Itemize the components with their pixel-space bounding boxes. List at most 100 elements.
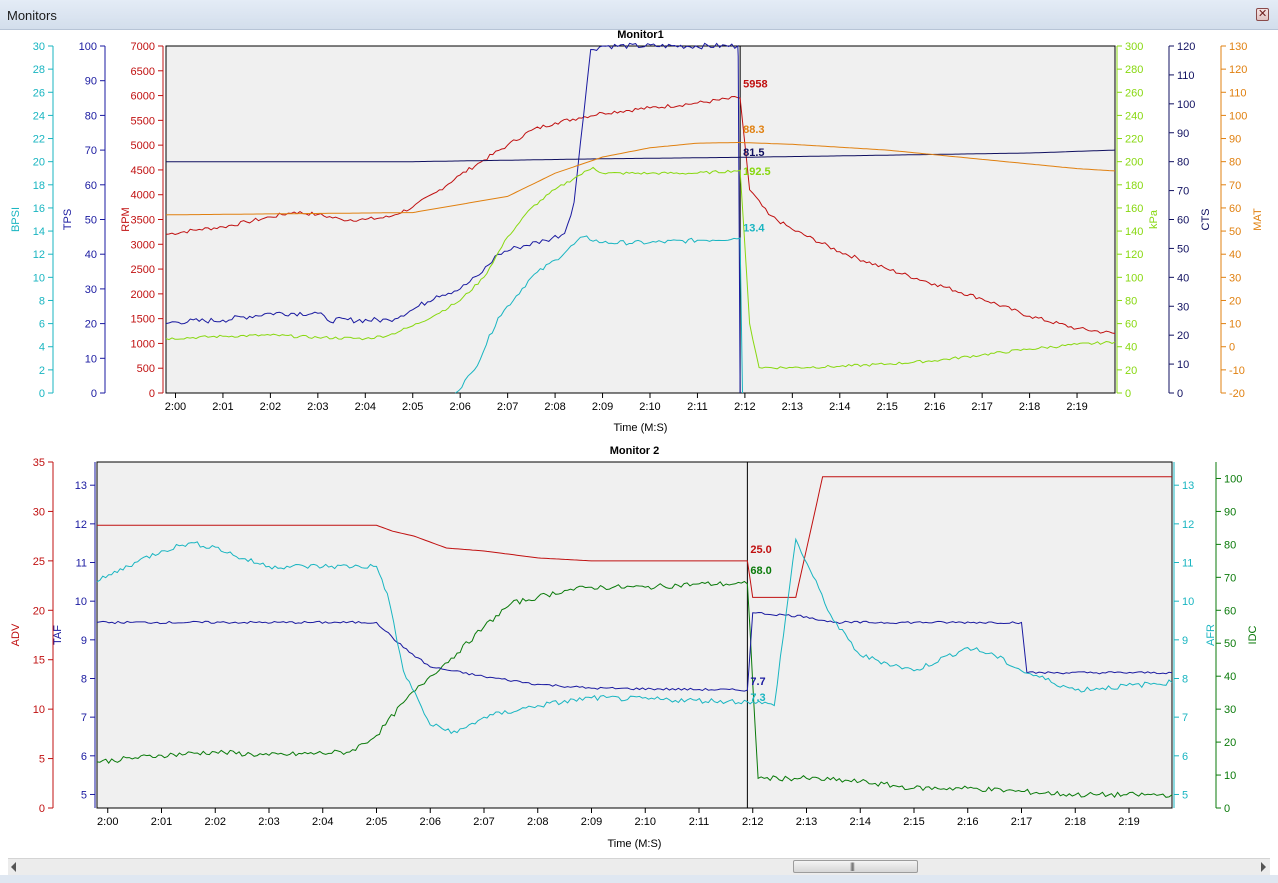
- x-tick-label: 2:05: [402, 401, 423, 413]
- y-tick-label: 70: [1224, 572, 1236, 584]
- x-tick-label: 2:08: [544, 401, 565, 413]
- y-tick-label: 30: [85, 284, 97, 296]
- x-tick-label: 2:14: [850, 816, 871, 828]
- y-tick-label: 9: [1182, 635, 1188, 647]
- scroll-left-icon[interactable]: [11, 862, 16, 872]
- y-tick-label: 10: [75, 596, 87, 608]
- series-line-adv: [97, 476, 1172, 598]
- chart-title: Monitor 2: [610, 445, 660, 457]
- x-tick-label: 2:14: [829, 401, 850, 413]
- y-tick-label: 70: [1177, 186, 1189, 198]
- y-tick-label: 5000: [131, 140, 155, 152]
- axis-title-rpm: RPM: [120, 207, 132, 231]
- y-tick-label: 50: [85, 215, 97, 227]
- x-tick-label: 2:19: [1066, 401, 1087, 413]
- y-tick-label: 260: [1125, 87, 1143, 99]
- y-tick-label: 10: [1177, 359, 1189, 371]
- window-bottom-border: [0, 875, 1278, 883]
- y-tick-label: 40: [1229, 249, 1241, 261]
- y-tick-label: 1000: [131, 338, 155, 350]
- y-tick-label: 10: [85, 353, 97, 365]
- y-tick-label: 12: [1182, 519, 1194, 531]
- y-tick-label: 120: [1229, 64, 1247, 76]
- y-tick-label: 90: [1177, 128, 1189, 140]
- plot-area: [165, 45, 1116, 394]
- x-axis-label: Time (M:S): [614, 422, 668, 434]
- series-line-bpsi: [455, 235, 743, 394]
- y-tick-label: 0: [1177, 388, 1183, 400]
- x-tick-label: 2:06: [449, 401, 470, 413]
- y-tick-label: 22: [33, 134, 45, 146]
- y-tick-label: 40: [1125, 342, 1137, 354]
- series-line-rpm: [165, 95, 1116, 334]
- close-icon[interactable]: [1256, 7, 1269, 21]
- x-tick-label: 2:12: [742, 816, 763, 828]
- y-tick-label: 90: [1224, 506, 1236, 518]
- horizontal-scrollbar[interactable]: |||: [8, 858, 1270, 875]
- y-tick-label: 60: [1224, 605, 1236, 617]
- axis-title-mat: MAT: [1252, 208, 1264, 231]
- window-titlebar: Monitors: [0, 0, 1278, 30]
- x-tick-label: 2:16: [924, 401, 945, 413]
- y-tick-label: 70: [85, 145, 97, 157]
- y-tick-label: 0: [39, 803, 45, 815]
- y-tick-label: 14: [33, 226, 45, 238]
- y-tick-label: 18: [33, 180, 45, 192]
- y-tick-label: 100: [1224, 473, 1242, 485]
- y-tick-label: 500: [137, 363, 155, 375]
- x-tick-label: 2:09: [592, 401, 613, 413]
- y-tick-label: 90: [85, 76, 97, 88]
- y-tick-label: 60: [1229, 203, 1241, 215]
- y-tick-label: 9: [81, 635, 87, 647]
- y-tick-label: 12: [33, 249, 45, 261]
- x-tick-label: 2:13: [796, 816, 817, 828]
- x-tick-label: 2:16: [957, 816, 978, 828]
- axis-title-cts: CTS: [1200, 209, 1212, 231]
- y-tick-label: 13: [75, 480, 87, 492]
- x-tick-label: 2:10: [639, 401, 660, 413]
- y-tick-label: 28: [33, 64, 45, 76]
- y-tick-label: 10: [33, 272, 45, 284]
- y-tick-label: 130: [1229, 41, 1247, 53]
- y-tick-label: 5: [1182, 789, 1188, 801]
- x-tick-label: 2:01: [212, 401, 233, 413]
- y-tick-label: 7000: [131, 41, 155, 53]
- x-tick-label: 2:15: [903, 816, 924, 828]
- y-tick-label: 4: [39, 342, 45, 354]
- x-tick-label: 2:05: [366, 816, 387, 828]
- x-tick-label: 2:17: [971, 401, 992, 413]
- y-tick-label: 300: [1125, 41, 1143, 53]
- scroll-thumb[interactable]: |||: [793, 860, 918, 873]
- y-tick-label: 80: [85, 110, 97, 122]
- y-tick-label: 6: [81, 751, 87, 763]
- y-tick-label: 20: [85, 319, 97, 331]
- scroll-right-icon[interactable]: [1261, 862, 1266, 872]
- y-tick-label: 8: [81, 673, 87, 685]
- series-line-idc: [96, 580, 1173, 799]
- chart-title: Monitor1: [617, 29, 663, 41]
- y-tick-label: 12: [75, 519, 87, 531]
- x-tick-label: 2:03: [258, 816, 279, 828]
- y-tick-label: 24: [33, 110, 45, 122]
- cursor-value-adv: 25.0: [750, 544, 771, 556]
- series-line-taf: [96, 611, 1173, 692]
- y-tick-label: 120: [1125, 249, 1143, 261]
- y-tick-label: 30: [1229, 272, 1241, 284]
- y-tick-label: 220: [1125, 134, 1143, 146]
- y-tick-label: 4000: [131, 190, 155, 202]
- y-tick-label: 180: [1125, 180, 1143, 192]
- y-tick-label: 1500: [131, 314, 155, 326]
- x-tick-label: 2:03: [307, 401, 328, 413]
- y-tick-label: 80: [1224, 539, 1236, 551]
- y-tick-label: 35: [33, 457, 45, 469]
- y-tick-label: 100: [1125, 272, 1143, 284]
- y-tick-label: 20: [1229, 295, 1241, 307]
- x-tick-label: 2:02: [205, 816, 226, 828]
- chart-m1: Monitor1 Time (M:S) 2:00 2:01 2:02 2:03 2:04 2:…: [10, 29, 1264, 434]
- y-tick-label: 100: [1229, 110, 1247, 122]
- y-tick-label: 3000: [131, 239, 155, 251]
- axis-title-kpa: kPa: [1148, 209, 1160, 229]
- y-tick-label: 10: [1182, 596, 1194, 608]
- x-tick-label: 2:13: [782, 401, 803, 413]
